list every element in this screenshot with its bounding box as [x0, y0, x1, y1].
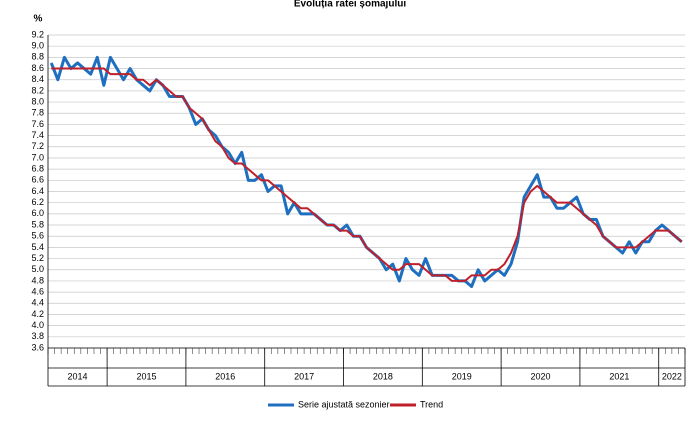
legend-label: Serie ajustată sezonier: [298, 399, 390, 409]
year-label: 2019: [452, 371, 472, 381]
y-tick-label: 3.8: [31, 331, 44, 341]
y-tick-label: 7.4: [31, 130, 44, 140]
y-tick-label: 8.2: [31, 85, 44, 95]
year-label: 2014: [68, 371, 88, 381]
year-label: 2015: [136, 371, 156, 381]
y-tick-label: 5.4: [31, 242, 44, 252]
y-tick-label: 7.8: [31, 108, 44, 118]
year-label: 2020: [531, 371, 551, 381]
y-tick-label: 6.6: [31, 175, 44, 185]
y-tick-label: 3.6: [31, 342, 44, 352]
chart-title: Evoluția ratei șomajului: [294, 0, 406, 10]
y-tick-label: 9.0: [31, 41, 44, 51]
y-tick-label: 4.8: [31, 275, 44, 285]
y-tick-label: 6.2: [31, 197, 44, 207]
y-tick-label: 6.8: [31, 164, 44, 174]
legend-label: Trend: [420, 399, 443, 409]
y-tick-label: 9.2: [31, 29, 44, 39]
series-line: [51, 67, 683, 282]
y-tick-label: 5.8: [31, 219, 44, 229]
year-label: 2021: [609, 371, 629, 381]
y-tick-label: 6.0: [31, 208, 44, 218]
y-tick-label: 4.2: [31, 309, 44, 319]
year-label: 2018: [373, 371, 393, 381]
y-tick-label: 4.6: [31, 286, 44, 296]
y-axis-label: %: [34, 14, 43, 25]
year-label: 2016: [215, 371, 235, 381]
y-tick-label: 5.2: [31, 253, 44, 263]
y-tick-label: 5.6: [31, 231, 44, 241]
y-tick-label: 8.8: [31, 52, 44, 62]
y-tick-label: 8.6: [31, 63, 44, 73]
year-label: 2017: [294, 371, 314, 381]
y-tick-label: 4.4: [31, 298, 44, 308]
y-tick-label: 7.2: [31, 141, 44, 151]
y-tick-label: 6.4: [31, 186, 44, 196]
y-tick-label: 7.0: [31, 152, 44, 162]
year-label: 2022: [662, 371, 682, 381]
y-tick-label: 7.6: [31, 119, 44, 129]
y-tick-label: 8.0: [31, 96, 44, 106]
y-tick-label: 5.0: [31, 264, 44, 274]
series-line: [49, 55, 683, 289]
y-tick-label: 4.0: [31, 320, 44, 330]
y-tick-label: 8.4: [31, 74, 44, 84]
